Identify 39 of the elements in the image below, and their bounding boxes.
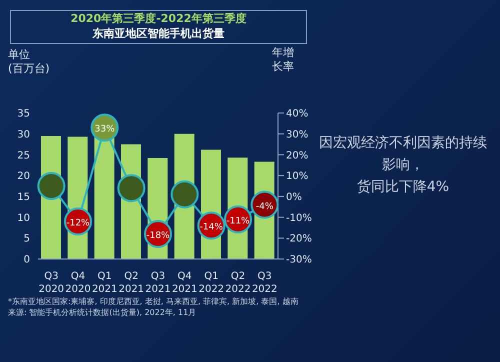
data-label: -11% [226,216,250,226]
x-tick-label: Q2 2022 [225,271,251,295]
text: 因宏观经济不利因素的持续影响， [318,134,488,175]
source-note: 来源: 智能手机分析统计数据(出货量), 2022年, 11月 [8,307,198,318]
y-tick-label: 10 [17,212,30,224]
x-tick-label: Q3 2021 [145,271,171,295]
x-tick-label: Q3 2020 [38,271,64,295]
y-tick-label: 30 [17,129,30,140]
text: 货同比下降4% [356,178,450,197]
chart-title: 2020年第三季度-2022年第三季度 [70,11,248,26]
data-label: -4% [256,202,274,212]
y2-tick-label: 20% [286,150,308,162]
y2-tick-label: -30% [286,254,312,266]
data-label: 33% [94,124,116,135]
data-label: -14% [200,222,224,233]
data-label: -12% [66,218,90,228]
y-tick-label: 20 [17,171,30,182]
x-tick-label: Q3 2022 [252,271,278,295]
y-tick-label: 35 [17,108,30,120]
y2-tick-label: 40% [286,108,308,120]
x-tick-label: Q1 2022 [198,271,224,295]
y2-axis-title: 年增长率 [272,46,295,74]
chart-subtitle: 东南亚地区智能手机出货量 [92,26,226,41]
x-tick-label: Q1 2021 [92,271,118,295]
y2-tick-label: -10% [286,212,312,224]
data-label: -18% [146,230,170,241]
x-tick-label: Q2 2021 [118,271,144,295]
y-axis-title: 单位 (百万台) [8,48,50,75]
y-tick-label: 15 [17,192,30,203]
text: *东南亚地区国家:柬埔寨, 印度尼西亚, 老挝, 马来西亚, 菲律宾, 新加坡, 泰国, 越南 [8,296,300,307]
y2-tick-label: 30% [286,129,308,140]
y2-tick-label: -20% [286,234,312,245]
y-tick-label: 5 [24,234,30,245]
y-tick-label: 0 [24,254,30,266]
x-tick-label: Q4 2020 [65,271,91,295]
y2-tick-label: 0% [286,192,302,203]
y-tick-label: 25 [17,150,30,162]
y2-tick-label: 10% [286,171,308,182]
x-tick-label: Q4 2021 [172,271,198,295]
